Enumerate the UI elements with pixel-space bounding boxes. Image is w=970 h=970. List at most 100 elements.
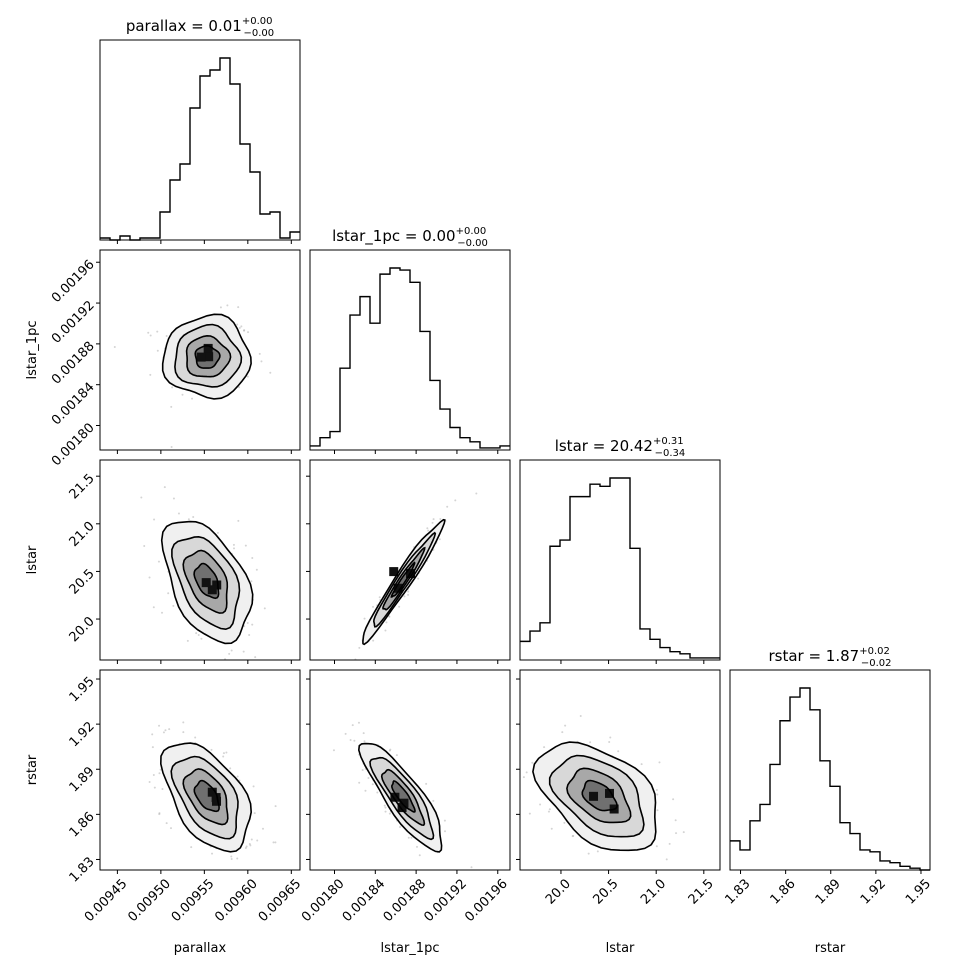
- scatter-point: [153, 786, 156, 789]
- scatter-point: [168, 728, 171, 731]
- scatter-point: [243, 329, 246, 332]
- y-tick-label-lstar: 20.0: [67, 614, 98, 645]
- x-tick-label-lstar: 20.5: [591, 876, 622, 907]
- x-tick-label-rstar: 1.95: [903, 876, 934, 907]
- scatter-point: [171, 386, 174, 389]
- scatter-point: [656, 793, 659, 796]
- panel-frame: [99, 249, 301, 451]
- scatter-point: [194, 883, 196, 885]
- y-tick-label-rstar: 1.83: [67, 855, 98, 886]
- scatter-point: [432, 799, 435, 802]
- scatter-point: [253, 812, 256, 815]
- scatter-point: [561, 731, 564, 734]
- scatter-point: [415, 845, 418, 848]
- scatter-point: [225, 751, 228, 754]
- density-cell: [207, 787, 217, 797]
- scatter-point: [250, 580, 253, 583]
- scatter-point: [675, 832, 678, 835]
- scatter-point: [238, 386, 241, 389]
- scatter-point: [682, 831, 685, 834]
- scatter-point: [165, 334, 168, 337]
- scatter-point: [587, 852, 590, 855]
- scatter-point: [398, 605, 401, 608]
- x-tick-label-parallax: 0.00965: [256, 876, 305, 925]
- scatter-point: [548, 808, 551, 811]
- scatter-point: [376, 791, 379, 794]
- scatter-point: [172, 497, 175, 500]
- panel-title-lstar: lstar = 20.42+0.31 −0.34: [555, 436, 686, 459]
- x-tick-label-lstar: 21.0: [638, 876, 669, 907]
- scatter-point: [564, 724, 567, 727]
- scatter-point: [363, 617, 366, 620]
- scatter-point: [149, 373, 152, 376]
- scatter-point: [272, 841, 275, 844]
- y-tick-label-lstar_1pc: 0.00184: [49, 380, 98, 429]
- scatter-point: [351, 724, 354, 727]
- contour-line-0: [193, 562, 220, 600]
- scatter-point: [158, 724, 161, 727]
- scatter-point: [372, 605, 375, 608]
- y-tick-label-rstar: 1.86: [67, 809, 98, 840]
- scatter-point: [248, 634, 251, 637]
- scatter-point: [191, 397, 194, 400]
- x-tick-label-rstar: 1.83: [722, 876, 753, 907]
- scatter-point: [596, 850, 599, 853]
- scatter-point: [258, 352, 261, 355]
- scatter-point: [346, 663, 348, 665]
- scatter-point: [385, 621, 388, 624]
- scatter-point: [608, 740, 611, 743]
- scatter-point: [247, 331, 250, 334]
- scatter-point: [161, 788, 164, 791]
- contour-line-0: [194, 344, 221, 369]
- scatter-panel-parallax-lstar: [96, 459, 301, 664]
- x-tick-label-parallax: 0.00955: [169, 876, 218, 925]
- scatter-point: [528, 812, 531, 815]
- scatter-point: [222, 755, 225, 758]
- hist-panel-parallax: parallax = 0.01+0.00 −0.00: [99, 16, 301, 244]
- scatter-point: [539, 803, 542, 806]
- scatter-point: [426, 527, 429, 530]
- x-tick-label-rstar: 1.89: [813, 876, 844, 907]
- scatter-point: [170, 446, 173, 449]
- y-tick-label-lstar: 21.0: [67, 519, 98, 550]
- x-axis-label-lstar_1pc: lstar_1pc: [381, 941, 440, 956]
- scatter-point: [439, 518, 442, 521]
- panel-frame: [309, 669, 511, 871]
- scatter-point: [172, 604, 175, 607]
- panel-title-lstar_1pc: lstar_1pc = 0.00+0.00 −0.00: [332, 226, 488, 249]
- x-tick-label-lstar: 20.0: [543, 876, 574, 907]
- scatter-point: [378, 596, 381, 599]
- scatter-point: [665, 858, 668, 861]
- panel-frame: [99, 459, 301, 661]
- scatter-point: [344, 732, 347, 735]
- contour-line-3: [161, 313, 252, 400]
- scatter-point: [222, 752, 225, 755]
- y-axis-label-lstar: lstar: [25, 545, 40, 574]
- panel-title-rstar: rstar = 1.87+0.02 −0.02: [768, 646, 891, 669]
- scatter-point: [674, 819, 677, 822]
- density-cell: [211, 793, 221, 803]
- scatter-point: [403, 595, 406, 598]
- scatter-point: [151, 733, 154, 736]
- scatter-point: [547, 810, 550, 813]
- scatter-point: [237, 519, 240, 522]
- scatter-point: [407, 590, 410, 593]
- scatter-point: [246, 375, 249, 378]
- scatter-point: [525, 771, 528, 774]
- scatter-panel-parallax-lstar_1pc: [96, 249, 301, 454]
- scatter-point: [158, 772, 161, 775]
- scatter-point: [230, 857, 233, 860]
- scatter-point: [274, 805, 277, 808]
- scatter-point: [163, 486, 166, 489]
- scatter-point: [388, 615, 391, 618]
- scatter-point: [361, 768, 364, 771]
- scatter-point: [234, 662, 236, 664]
- scatter-point: [655, 789, 658, 792]
- panel-title-parallax: parallax = 0.01+0.00 −0.00: [126, 16, 274, 39]
- scatter-point: [357, 721, 360, 724]
- scatter-point: [621, 880, 623, 882]
- scatter-point: [531, 761, 534, 764]
- scatter-point: [444, 830, 447, 833]
- panel-frame: [729, 669, 931, 871]
